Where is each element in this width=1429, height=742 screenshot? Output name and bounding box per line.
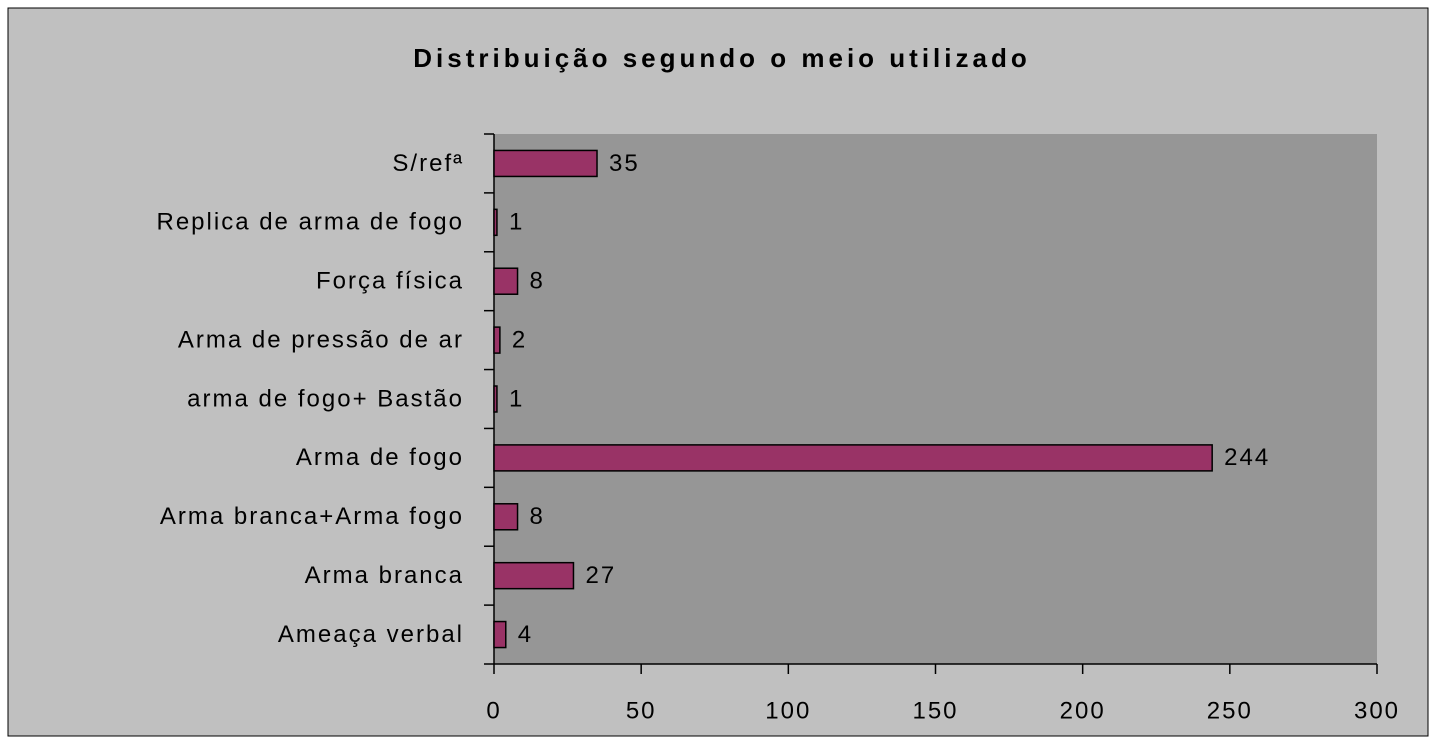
value-label: 35 [609, 150, 640, 177]
y-tick-label: Replica de arma de fogo [157, 209, 465, 236]
x-tick-label: 300 [1354, 697, 1400, 724]
plot-area [494, 134, 1377, 664]
value-label: 244 [1224, 444, 1270, 471]
y-tick-label: Força física [316, 268, 464, 295]
bar [493, 267, 519, 295]
value-label: 4 [518, 621, 533, 648]
value-label: 27 [585, 562, 616, 589]
y-tick-label: arma de fogo+ Bastão [187, 385, 464, 412]
x-tick-label: 100 [765, 697, 811, 724]
y-tick-label: Arma de fogo [296, 444, 464, 471]
bar [493, 385, 498, 413]
bar [493, 561, 575, 590]
y-tick-label: Arma branca [305, 562, 464, 589]
value-label: 8 [530, 268, 545, 295]
y-tick-label: Ameaça verbal [278, 621, 464, 648]
y-tick-label: Arma de pressão de ar [178, 326, 464, 353]
bar [493, 444, 1213, 472]
bar [493, 326, 501, 354]
value-label: 2 [512, 326, 527, 353]
y-tick-label: Arma branca+Arma fogo [160, 503, 464, 530]
value-label: 1 [509, 209, 524, 236]
bar [493, 620, 507, 649]
bar [493, 149, 598, 178]
x-tick-label: 150 [912, 697, 958, 724]
chart-title: Distribuição segundo o meio utilizado [413, 43, 1030, 73]
bar [493, 503, 519, 531]
y-tick-label: S/refª [392, 150, 464, 177]
x-tick-label: 200 [1060, 697, 1106, 724]
x-tick-label: 250 [1207, 697, 1253, 724]
x-tick-label: 0 [486, 697, 501, 724]
value-label: 8 [530, 503, 545, 530]
x-tick-label: 50 [626, 697, 657, 724]
value-label: 1 [509, 385, 524, 412]
bar [493, 208, 498, 237]
